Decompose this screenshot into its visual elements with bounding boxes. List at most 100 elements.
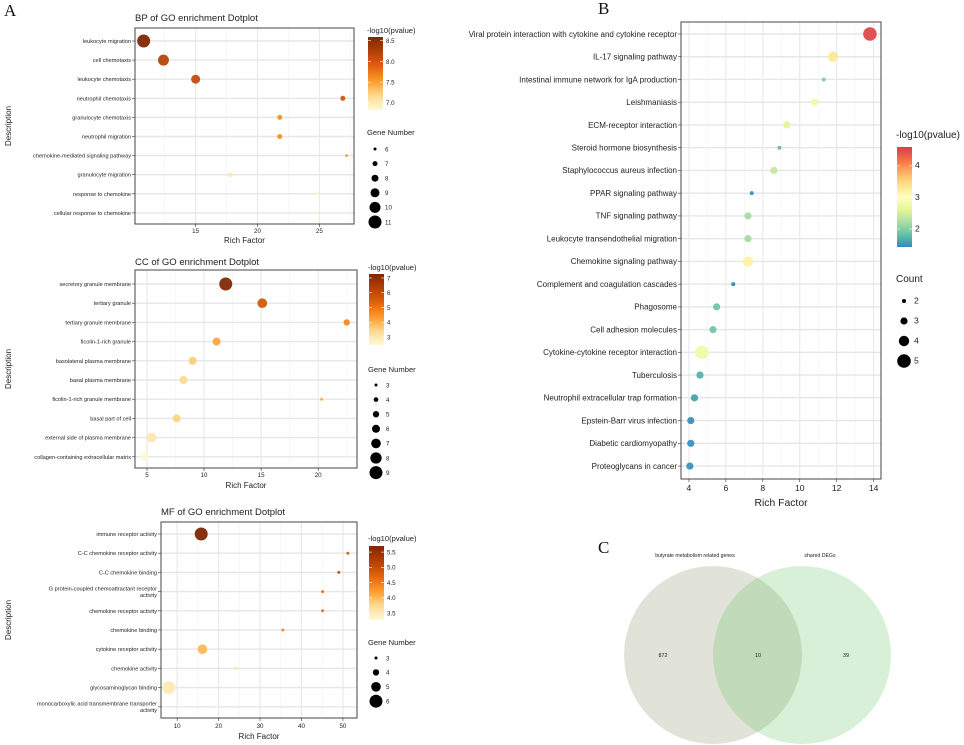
y-tick-label: Diabetic cardiomyopathy [589,439,677,448]
y-tick-label-line: C-C chemokine binding [99,570,157,576]
y-tick-label: ficolin-1-rich granule membrane [52,397,131,403]
y-tick-label: neutrophil migration [82,134,131,140]
x-tick-label: 4 [687,483,692,493]
x-axis-label: Rich Factor [226,481,267,490]
data-point [343,319,350,326]
size-legend-title: Gene Number [368,365,416,374]
y-tick-label-line: granulocyte chemotaxis [72,115,131,121]
y-tick-label: ficolin-1-rich granule [81,340,131,346]
colorbar-tick-label: 5.5 [387,549,396,556]
y-tick-label-line: Diabetic cardiomyopathy [589,439,677,448]
x-tick-label: 20 [315,472,322,479]
data-point [731,282,736,287]
size-legend-label: 9 [385,190,389,197]
size-legend-dot [372,411,380,418]
y-tick-label-line: immune receptor activity [96,532,157,538]
data-point [146,432,157,443]
y-tick-label-line: leukocyte migration [83,39,131,45]
data-point [742,256,754,267]
x-tick-label: 10 [795,483,805,493]
colorbar-tick-label: 4 [915,160,920,170]
y-tick-label-line: Phagosome [634,303,677,312]
y-tick-label: Staphylococcus aureus infection [562,166,677,175]
x-tick-label: 25 [316,228,323,235]
y-tick-label: collagen-containing extracellular matrix [34,455,131,461]
size-legend-label: 6 [386,699,390,706]
y-tick-label-line: Epstein-Barr virus infection [581,416,677,425]
y-tick-label-line: cellular response to chemokine [54,211,131,217]
y-tick-label-line: Leishmaniasis [626,98,677,107]
x-tick-label: 30 [257,723,264,730]
data-point [162,681,176,695]
dotplot-mf: MF of GO enrichment Dotplot immune recept… [4,507,417,741]
y-tick-label: cellular response to chemokine [54,211,131,217]
color-legend-title: -log10(pvalue) [368,263,417,272]
colorbar-tick-label: 7.0 [386,100,395,107]
y-tick-label-line: Intestinal immune network for IgA produc… [519,75,677,84]
data-point [281,628,285,632]
data-point [321,590,325,594]
plot-border [680,21,882,480]
x-tick-label: 14 [869,483,879,493]
size-legend-dot [374,656,378,660]
y-tick-label: leukocyte migration [83,39,131,45]
size-legend-dot [900,317,908,325]
data-point [277,114,283,120]
y-tick-label: immune receptor activity [96,532,157,538]
y-tick-label: tertiary granule membrane [65,320,131,326]
data-point [744,235,752,243]
y-tick-label-line: ficolin-1-rich granule [81,340,131,346]
y-tick-label-line: Staphylococcus aureus infection [562,166,677,175]
y-tick-label: Intestinal immune network for IgA produc… [519,75,677,84]
y-tick-label: C-C chemokine binding [99,570,157,576]
y-tick-label: Cytokine-cytokine receptor interaction [543,348,677,357]
data-point [827,51,839,62]
data-point [191,74,201,84]
y-tick-label: granulocyte chemotaxis [72,115,131,121]
colorbar-tick-label: 3 [387,334,391,341]
y-tick-label: TNF signaling pathway [596,212,677,221]
y-tick-label: Cell adhesion molecules [590,325,677,334]
data-point [687,439,695,447]
data-point [212,337,221,346]
y-tick-label: external side of plasma membrane [45,436,131,442]
y-tick-label: Viral protein interaction with cytokine … [469,30,678,39]
plot-border [134,269,358,469]
y-tick-label: G protein-coupled chemoattractant recept… [49,586,157,598]
data-point [744,212,752,220]
size-legend-label: 10 [385,205,392,212]
size-legend-label: 6 [386,426,390,433]
y-tick-label-line: chemokine receptor activity [89,609,157,615]
colorbar-tick-label: 7 [387,275,391,282]
y-tick-label: chemokine activity [111,666,157,672]
y-tick-label-line: glycosaminoglycan binding [90,686,157,692]
size-legend-dot [368,215,382,229]
y-tick-label-line: granulocyte migration [78,173,131,179]
y-tick-label: secretory granule membrane [59,282,131,288]
panel-label-c: C [598,538,609,557]
x-tick-label: 6 [723,483,728,493]
y-tick-label-line: PPAR signaling pathway [590,189,677,198]
chart-title: BP of GO enrichment Dotplot [135,13,258,24]
size-legend-label: 4 [386,397,390,404]
colorbar [369,546,384,620]
y-tick-label: C-C chemokine receptor activity [78,551,157,557]
size-legend-label: 7 [385,161,389,168]
size-legend-label: 6 [385,146,389,153]
plot-border [134,27,355,225]
x-tick-label: 15 [258,472,265,479]
y-tick-label-line: tertiary granule membrane [65,320,131,326]
y-tick-label: glycosaminoglycan binding [90,686,157,692]
size-legend-label: 5 [386,684,390,691]
y-tick-label-line: IL-17 signaling pathway [593,53,677,62]
dotplot-cc: CC of GO enrichment Dotplot secretory gra… [4,257,417,490]
y-tick-label-line: leukocyte chemotaxis [78,77,132,83]
y-tick-label-line: Chemokine signaling pathway [571,257,677,266]
venn-set-label: butyrate metabolism related genes [655,553,735,559]
size-legend-title: Gene Number [367,128,415,137]
y-tick-label-line: cytokine receptor activity [96,647,157,653]
y-tick-label: monocarboxylic acid transmembrane transp… [37,702,157,714]
y-tick-label: Epstein-Barr virus infection [581,416,677,425]
data-point [690,394,699,402]
y-tick-label-line: Viral protein interaction with cytokine … [469,30,678,39]
